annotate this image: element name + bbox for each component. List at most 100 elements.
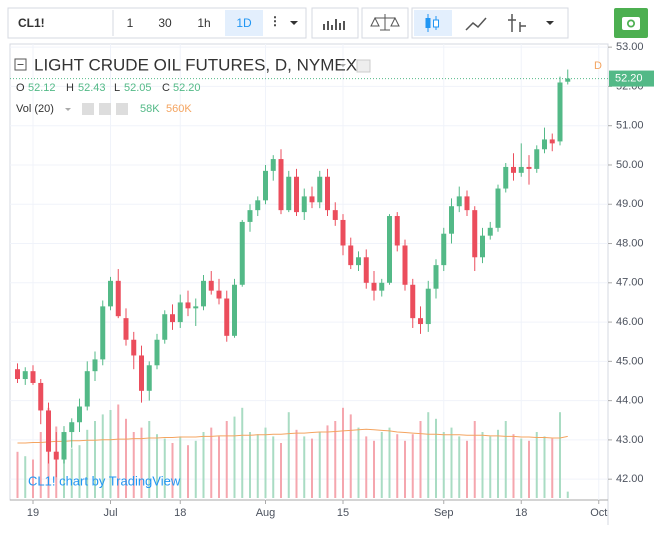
volume-bar — [512, 434, 515, 498]
candle-body — [61, 432, 67, 460]
volume-bar — [349, 414, 352, 498]
icon — [433, 19, 439, 28]
candle-body — [38, 382, 44, 411]
volume-bar — [435, 418, 437, 498]
candle-body — [332, 210, 338, 220]
dropdown[interactable] — [546, 21, 554, 25]
candle-body — [232, 284, 237, 336]
x-tick-label: Oct — [590, 507, 607, 519]
volume-bar — [187, 445, 189, 498]
symbol-box[interactable] — [10, 10, 112, 36]
candle-body — [22, 371, 28, 380]
volume-bar — [94, 421, 96, 498]
volume-bar — [210, 427, 213, 498]
line-style-btn[interactable] — [465, 17, 487, 31]
volume-bar — [272, 436, 275, 498]
candle-body — [487, 227, 493, 236]
ohlc-label: H — [66, 82, 74, 94]
volume-bar — [427, 412, 430, 498]
volume-bar — [566, 491, 569, 498]
interval[interactable]: 30 — [158, 16, 172, 30]
y-tick-label: 48.00 — [616, 237, 644, 249]
candle-body — [480, 235, 485, 258]
volume-ma-line — [17, 428, 568, 444]
volume-bar — [504, 421, 507, 498]
candle-body — [371, 282, 377, 291]
icon — [628, 21, 634, 26]
candle-body — [410, 284, 416, 319]
candle-body — [224, 298, 230, 336]
candle-body — [216, 290, 222, 299]
dropdown[interactable] — [65, 108, 71, 111]
volume-ma-value: 560K — [166, 103, 192, 115]
volume-bar — [404, 440, 406, 498]
volume-bar — [202, 432, 205, 498]
chart-title: LIGHT CRUDE OIL FUTURES, D, NYMEX — [34, 55, 357, 74]
volume-bar — [101, 414, 104, 498]
candle-body — [115, 280, 121, 317]
candle-body — [317, 176, 323, 203]
candle-body — [418, 318, 423, 325]
volume-bar — [295, 429, 298, 498]
volume-bar — [411, 434, 414, 498]
volume-bar — [32, 459, 34, 498]
candle-body — [441, 233, 447, 266]
candle-body — [185, 302, 191, 309]
candle-body — [278, 159, 284, 211]
candle-body — [201, 280, 206, 307]
interval-marker: D — [594, 60, 602, 72]
candle-body — [255, 200, 261, 211]
interval[interactable]: 1 — [127, 16, 134, 30]
ohlc-label: C — [162, 82, 170, 94]
dropdown[interactable] — [340, 64, 346, 67]
bar-style-btn[interactable] — [508, 14, 526, 32]
volume-bar — [396, 434, 399, 498]
eye-btn[interactable] — [82, 103, 94, 115]
volume-bar — [225, 421, 228, 498]
ohlc-label: L — [114, 82, 120, 94]
candle-body — [503, 166, 509, 189]
volume-bar — [125, 418, 127, 498]
candle-body — [270, 159, 276, 171]
x-tick-label: 15 — [337, 507, 349, 519]
interval[interactable]: 1D — [236, 16, 252, 30]
close-btn[interactable] — [116, 103, 128, 115]
more[interactable]: ⋮ — [269, 14, 281, 28]
ohlc-value: 52.05 — [124, 82, 152, 94]
candle-body — [146, 365, 152, 391]
y-tick-label: 51.00 — [616, 120, 644, 132]
y-tick-label: 44.00 — [616, 395, 644, 407]
volume-bar — [280, 443, 282, 498]
candle-body — [162, 314, 168, 340]
candle-body — [402, 245, 408, 285]
interval[interactable]: 1h — [197, 16, 210, 30]
last-price-label: 52.20 — [615, 72, 643, 84]
symbol[interactable]: CL1! — [18, 16, 45, 30]
candle-body — [53, 451, 59, 460]
volume-bar — [78, 445, 81, 498]
volume-bar — [218, 436, 220, 498]
candle-body — [394, 216, 400, 246]
candle-body — [325, 176, 330, 211]
toolbar: CL1! 1 30 1h 1D ⋮ — [7, 7, 648, 39]
volume-bar — [559, 412, 561, 498]
candle-body — [131, 339, 137, 356]
x-tick-label: 19 — [27, 507, 39, 519]
dropdown[interactable] — [290, 21, 298, 25]
volume-bar — [466, 440, 468, 498]
candle-body — [30, 371, 36, 383]
y-tick-label: 46.00 — [616, 316, 644, 328]
candle-body — [177, 302, 183, 323]
candle-body — [464, 196, 470, 211]
volume-bar — [388, 427, 391, 498]
volume-bar — [241, 407, 244, 498]
volume-bar — [16, 451, 19, 498]
candle-body — [92, 359, 98, 372]
volume-name: Vol (20) — [16, 103, 54, 115]
candle-body — [193, 306, 199, 309]
settings-btn[interactable] — [356, 59, 371, 73]
volume-bar — [86, 429, 89, 498]
settings-btn[interactable] — [99, 103, 111, 115]
watermark: CL1! chart by TradingView — [28, 473, 181, 488]
ohlc-label: O — [16, 82, 25, 94]
